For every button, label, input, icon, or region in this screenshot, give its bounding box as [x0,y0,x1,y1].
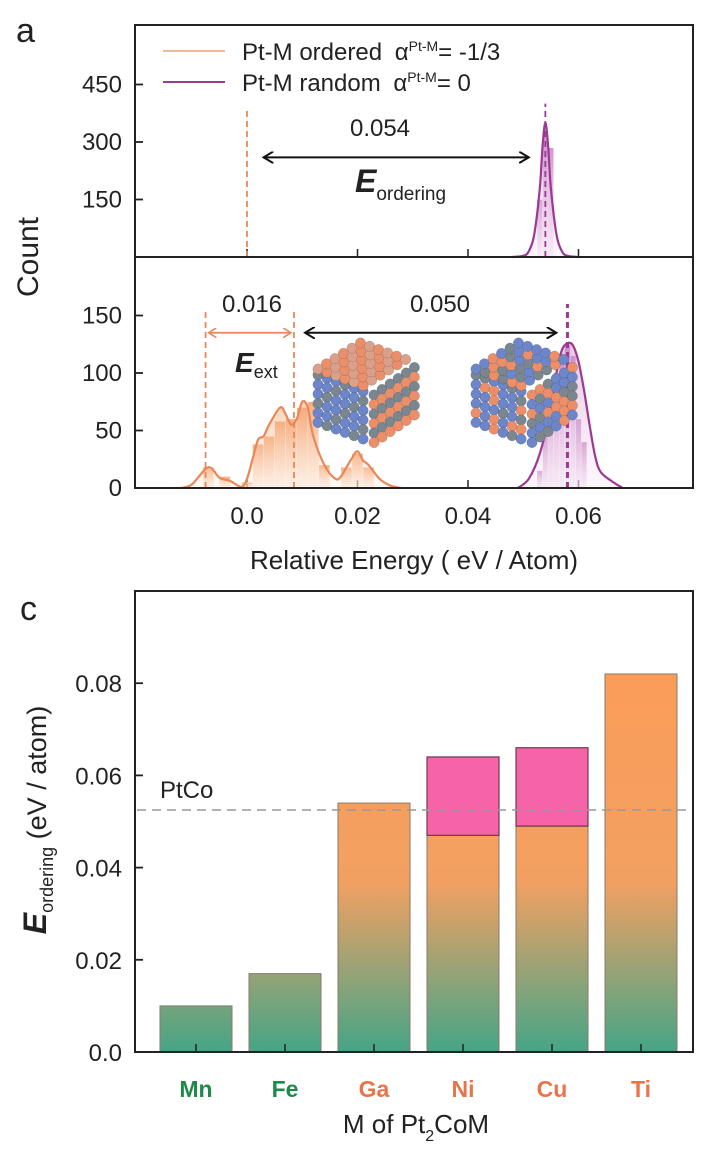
atom [408,400,420,411]
atom [357,433,369,445]
x-tick-label: 0.04 [445,503,492,530]
panel-c: 0.0 0.02 0.04 0.06 0.08 Mn Fe Ga Ni Cu Ti [75,671,678,1102]
panel-c-frame [134,590,694,1053]
atom [515,395,527,407]
atom [566,400,578,411]
atom [566,390,578,402]
x-tick-label-ga: Ga [359,1076,390,1102]
atom [357,414,369,426]
e-ordering-value: 0.054 [350,115,410,142]
y-tick-label-bottom: 50 [95,418,122,445]
y-tick-label-c: 0.0 [89,1040,122,1067]
delta-value-0050: 0.050 [410,291,470,318]
atom [408,381,420,392]
atom [357,424,369,435]
atom [376,431,388,443]
y-axis-label-count: Count [12,216,45,297]
atom [566,409,578,421]
atom [408,371,420,383]
ordered-bottom-kde-line [180,399,402,490]
bar-extra-cu [515,747,589,827]
x-axis-label-pt2com: M of Pt2CoM [343,1109,489,1145]
atom [368,437,380,448]
legend-label-random: Pt-M random αPt-M= 0 [242,69,471,97]
atom [526,437,538,448]
atom [558,415,570,426]
atom [566,362,578,373]
x-tick-label: 0.0 [230,503,263,530]
atom [566,371,578,383]
ordered-bottom-kde-fill [180,401,402,488]
x-tick-label-ni: Ni [452,1076,475,1102]
y-tick-label-c: 0.02 [75,948,122,975]
atom [515,433,527,445]
atom [408,409,420,421]
legend: Pt-M ordered αPt-M= -1/3 Pt-M random αPt… [163,38,500,97]
atom [400,415,412,426]
atom [515,414,527,426]
x-tick-label-cu: Cu [537,1076,568,1102]
e-ext-value: 0.016 [222,291,282,318]
atom [384,426,396,437]
random-bottom-kde-line [517,341,624,489]
bar-ga [337,802,411,1053]
atom [566,381,578,392]
atom [357,395,369,407]
atom [558,354,570,365]
legend-label-ordered: Pt-M ordered αPt-M= -1/3 [242,38,500,66]
e-ordering-label: Eordering [355,163,446,205]
panel-label-c: c [20,590,37,628]
y-tick-label-bottom: 100 [82,360,122,387]
atom [515,405,527,416]
y-tick-label-c: 0.04 [75,856,122,883]
atom [408,390,420,402]
y-tick-label-top: 300 [82,129,122,156]
e-ext-label: Eext [235,347,278,382]
x-tick-label-mn: Mn [179,1076,212,1102]
atom [515,424,527,435]
atom [357,405,369,416]
panel-label-a: a [16,12,35,50]
x-tick-label: 0.06 [555,503,602,530]
atom [534,431,546,443]
y-tick-label-top: 450 [82,72,122,99]
y-tick-label-bottom: 0 [109,475,122,502]
atom [542,426,554,437]
bar-ni [426,834,500,1053]
bar-ti [604,673,678,1053]
y-axis-label-e-ordering: Eordering (eV / atom) [17,706,57,934]
bar-fe [248,973,322,1053]
y-tick-label-top: 150 [82,187,122,214]
random-nanocube-inset [470,337,578,448]
ordered-nanocube-inset [312,337,420,448]
panel-a-top: 150 300 450 [82,72,580,259]
y-tick-label-bottom: 150 [82,303,122,330]
bar-cu [515,825,589,1053]
x-tick-label-fe: Fe [272,1076,299,1102]
bar-extra-ni [426,756,500,836]
ptco-reference-label: PtCo [160,777,213,804]
x-axis-label-energy: Relative Energy ( eV / Atom) [250,545,578,575]
atom [550,420,562,432]
atom [408,362,420,373]
atom [392,420,404,432]
x-tick-label: 0.02 [334,503,381,530]
y-tick-label-c: 0.08 [75,671,122,698]
y-tick-label-c: 0.06 [75,763,122,790]
x-tick-label-ti: Ti [631,1076,651,1102]
random-top-kde-fill [512,122,579,257]
atom [400,354,412,365]
